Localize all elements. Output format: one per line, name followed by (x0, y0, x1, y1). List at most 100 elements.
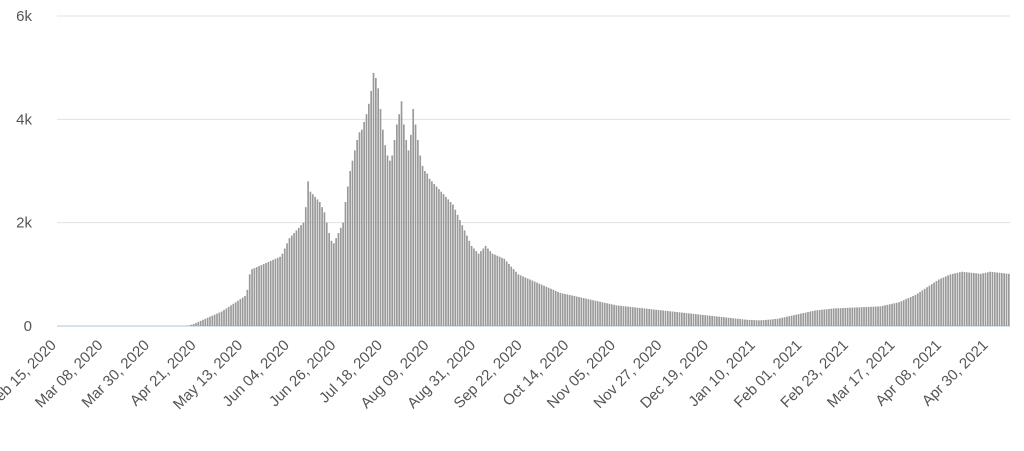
bar (195, 322, 197, 326)
bar (683, 312, 685, 326)
bar (716, 316, 718, 326)
y-tick-label: 4k (16, 111, 32, 128)
bar (533, 281, 536, 326)
bar (571, 295, 573, 326)
bar (993, 272, 996, 326)
bar (594, 300, 597, 326)
bar (601, 302, 604, 326)
bar (1005, 273, 1008, 326)
bar (241, 297, 244, 326)
bar (984, 272, 987, 326)
bar (636, 307, 639, 326)
bar (568, 295, 571, 326)
bar (223, 309, 225, 326)
bar (199, 320, 202, 326)
bar (442, 194, 445, 326)
bar (818, 309, 821, 326)
bar (487, 248, 489, 326)
bar (996, 272, 998, 326)
bar (692, 313, 695, 326)
bar (302, 222, 305, 326)
bar (389, 160, 391, 326)
bar (944, 276, 947, 326)
bar (790, 315, 793, 326)
bar (762, 320, 765, 326)
bar (318, 202, 321, 326)
bar (356, 140, 358, 326)
bar (589, 299, 592, 326)
bar (272, 259, 274, 326)
bar (802, 313, 805, 326)
bar (666, 311, 669, 326)
bar (339, 227, 342, 326)
bar (328, 233, 330, 326)
bar (545, 286, 548, 326)
bar (461, 225, 464, 326)
bar (1000, 273, 1003, 326)
bar (867, 306, 870, 326)
bar (304, 207, 307, 326)
bar (323, 212, 326, 326)
bar (564, 293, 566, 326)
bar (288, 238, 291, 326)
bar (839, 308, 842, 326)
bar (699, 314, 702, 326)
bar (793, 315, 795, 326)
bar (374, 78, 377, 326)
bar (746, 319, 749, 326)
bar (767, 319, 770, 326)
bar (424, 171, 426, 326)
bar (246, 289, 249, 326)
bar (650, 309, 653, 326)
bar (463, 230, 466, 326)
bar (804, 312, 807, 326)
bar (197, 321, 200, 326)
bar (209, 316, 211, 326)
bar (421, 165, 424, 326)
bar (797, 314, 800, 326)
bar (643, 308, 646, 326)
bar (349, 171, 351, 326)
bar (751, 320, 753, 326)
bar (634, 307, 636, 326)
bar (613, 304, 615, 326)
bar (449, 202, 452, 326)
bar (311, 194, 314, 326)
bar (522, 276, 524, 326)
bar (622, 306, 625, 326)
bar (828, 308, 830, 326)
bar (367, 103, 370, 326)
bar (923, 288, 926, 326)
bar (881, 305, 884, 326)
bar (300, 225, 302, 326)
bar (248, 274, 251, 326)
bar (466, 235, 468, 326)
bar (608, 303, 611, 326)
bar (886, 304, 889, 326)
bar (951, 273, 954, 326)
bar (582, 298, 585, 326)
bar (566, 294, 569, 326)
bar (227, 306, 230, 326)
bar (342, 222, 344, 326)
bar (641, 308, 643, 326)
bar (279, 256, 281, 326)
bar (811, 311, 814, 326)
bar (512, 269, 515, 326)
bar (723, 317, 725, 326)
bar (603, 302, 606, 326)
bar (204, 318, 207, 326)
bar (377, 88, 380, 326)
bar (550, 288, 552, 326)
bar (307, 181, 309, 326)
bar (930, 284, 933, 326)
bar (351, 160, 354, 326)
bar (711, 315, 714, 326)
bar (725, 317, 728, 326)
bar (860, 307, 863, 326)
bar (615, 305, 618, 326)
bar (237, 300, 239, 326)
bar (620, 305, 622, 326)
bar (709, 315, 711, 326)
